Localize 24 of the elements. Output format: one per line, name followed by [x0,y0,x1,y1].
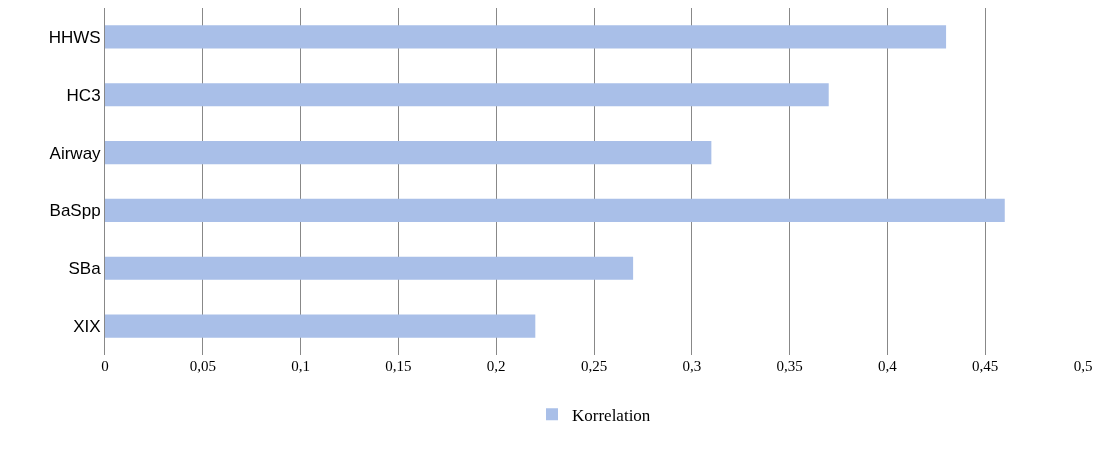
x-tick-label: 0,2 [486,358,506,374]
y-tick-label: Airway [49,143,102,163]
x-tick-label: 0,4 [878,358,898,374]
bar [105,25,947,49]
bar [105,256,634,280]
x-tick-label: 0,3 [682,358,702,374]
x-tick-label: 0,15 [385,358,412,374]
y-tick-label: BaSpp [49,201,101,221]
x-tick-label: 0,25 [580,358,608,374]
bar [105,83,829,107]
y-tick-label: HC3 [66,85,101,105]
legend-label: Korrelation [572,405,651,425]
x-tick-label: 0 [101,358,109,374]
y-tick-label: HHWS [48,27,101,47]
y-tick-label: XIX [73,317,101,337]
bar [105,198,1005,222]
x-tick-label: 0,35 [776,358,803,374]
x-tick-label: 0,1 [291,358,310,374]
bar [105,141,712,165]
x-tick-label: 0,5 [1073,358,1093,374]
x-tick-label: 0,45 [972,358,999,374]
y-tick-label: SBa [68,259,102,279]
x-tick-label: 0,05 [189,358,216,374]
bar [105,314,536,338]
